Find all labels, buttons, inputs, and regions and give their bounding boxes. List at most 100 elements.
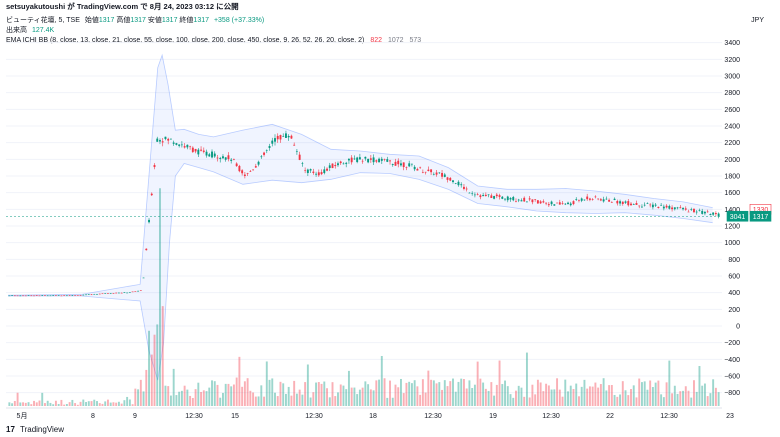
candle-body	[534, 199, 537, 200]
volume-bar	[364, 381, 367, 406]
volume-bar	[295, 393, 298, 406]
y-tick-label: 800	[728, 257, 740, 264]
volume-bar	[671, 393, 674, 406]
candle-body	[638, 205, 641, 207]
candle-body	[597, 198, 600, 200]
volume-bar	[695, 391, 698, 406]
volume-bar	[282, 383, 285, 406]
volume-bar	[46, 400, 49, 406]
volume-bar	[523, 396, 526, 406]
candle-body	[487, 194, 490, 196]
candle-body	[191, 147, 194, 152]
candle-body	[331, 163, 334, 169]
volume-bar	[435, 383, 438, 406]
candle-body	[246, 173, 249, 174]
volume-bar	[191, 397, 194, 406]
y-tick-label: −600	[724, 374, 740, 381]
volume-bar	[572, 389, 575, 406]
candle-body	[131, 291, 134, 293]
price-chart[interactable]: 3400320030002800260024002200200018001600…	[0, 14, 780, 423]
candle-body	[523, 197, 526, 202]
candle-body	[512, 197, 515, 201]
price-axis: 3400320030002800260024002200200018001600…	[724, 40, 740, 397]
legend-indicator-value-1: 822	[370, 37, 383, 44]
candle-body	[126, 292, 129, 294]
candle-body	[93, 294, 96, 295]
candle-body	[167, 138, 170, 141]
volume-bar	[90, 401, 93, 406]
volume-bar	[383, 378, 386, 406]
y-tick-label: 3400	[724, 40, 740, 47]
volume-bar	[400, 378, 402, 406]
candle-body	[446, 177, 449, 180]
candle-body	[413, 166, 416, 170]
volume-bar	[320, 383, 323, 406]
volume-bar	[169, 395, 172, 406]
legend-volume-label[interactable]: 出来高	[6, 27, 27, 34]
candle-body	[24, 295, 27, 297]
volume-bar	[660, 394, 663, 406]
candle-body	[643, 204, 646, 206]
candle-body	[60, 295, 63, 297]
volume-bar	[304, 382, 307, 406]
volume-bar	[82, 399, 85, 406]
volume-bar	[717, 392, 720, 406]
volume-bar	[213, 381, 216, 406]
volume-bars	[8, 188, 720, 406]
candle-body	[315, 173, 318, 175]
candle-body	[706, 211, 709, 213]
volume-bar	[112, 402, 115, 406]
volume-bar	[367, 384, 370, 406]
candle-body	[112, 293, 115, 294]
candle-body	[33, 295, 35, 297]
candle-body	[175, 143, 178, 145]
candle-body	[550, 201, 553, 205]
volume-bar	[205, 391, 208, 406]
candle-body	[87, 294, 90, 295]
volume-bar	[315, 382, 318, 406]
candle-body	[635, 203, 638, 205]
y-tick-label: 400	[728, 290, 740, 297]
volume-bar	[619, 394, 622, 406]
candle-body	[161, 141, 164, 143]
volume-bar	[430, 379, 433, 406]
volume-bar	[662, 397, 665, 406]
candle-body	[531, 199, 534, 203]
volume-bar	[706, 396, 709, 406]
volume-bar	[515, 390, 517, 406]
y-tick-label: 2800	[724, 90, 740, 97]
volume-bar	[87, 401, 90, 406]
volume-bar	[635, 397, 638, 406]
legend-indicator[interactable]: EMA ICHI BB (8, close, 13, close, 21, cl…	[6, 37, 365, 44]
candle-body	[120, 292, 123, 294]
candle-body	[378, 158, 381, 163]
volume-bar	[238, 356, 241, 406]
volume-bar	[578, 396, 580, 406]
legend-symbol[interactable]: ビューティ花壇, 5, TSE	[6, 17, 80, 24]
volume-bar	[98, 403, 101, 406]
volume-bar	[673, 385, 676, 406]
brand-name[interactable]: TradingView	[19, 425, 65, 434]
volume-bar	[679, 391, 682, 406]
volume-bar	[684, 386, 687, 406]
candle-body	[649, 204, 652, 206]
volume-bar	[323, 381, 326, 406]
candle-body	[569, 203, 572, 206]
candle-body	[714, 213, 717, 215]
candle-body	[671, 207, 674, 210]
candle-body	[356, 157, 359, 163]
candle-body	[35, 295, 38, 296]
candle-body	[57, 295, 60, 296]
candle-body	[662, 206, 665, 209]
candle-body	[358, 157, 361, 160]
volume-bar	[378, 379, 381, 406]
volume-bar	[306, 364, 309, 406]
tradingview-logo-icon[interactable]: 17	[6, 425, 15, 434]
x-tick-label: 5月	[17, 412, 28, 420]
candle-body	[222, 156, 224, 159]
candle-body	[473, 194, 476, 196]
candle-body	[501, 196, 504, 199]
y-tick-label: 1200	[724, 224, 740, 231]
volume-bar	[134, 388, 137, 406]
x-tick-label: 12:30	[660, 413, 678, 420]
